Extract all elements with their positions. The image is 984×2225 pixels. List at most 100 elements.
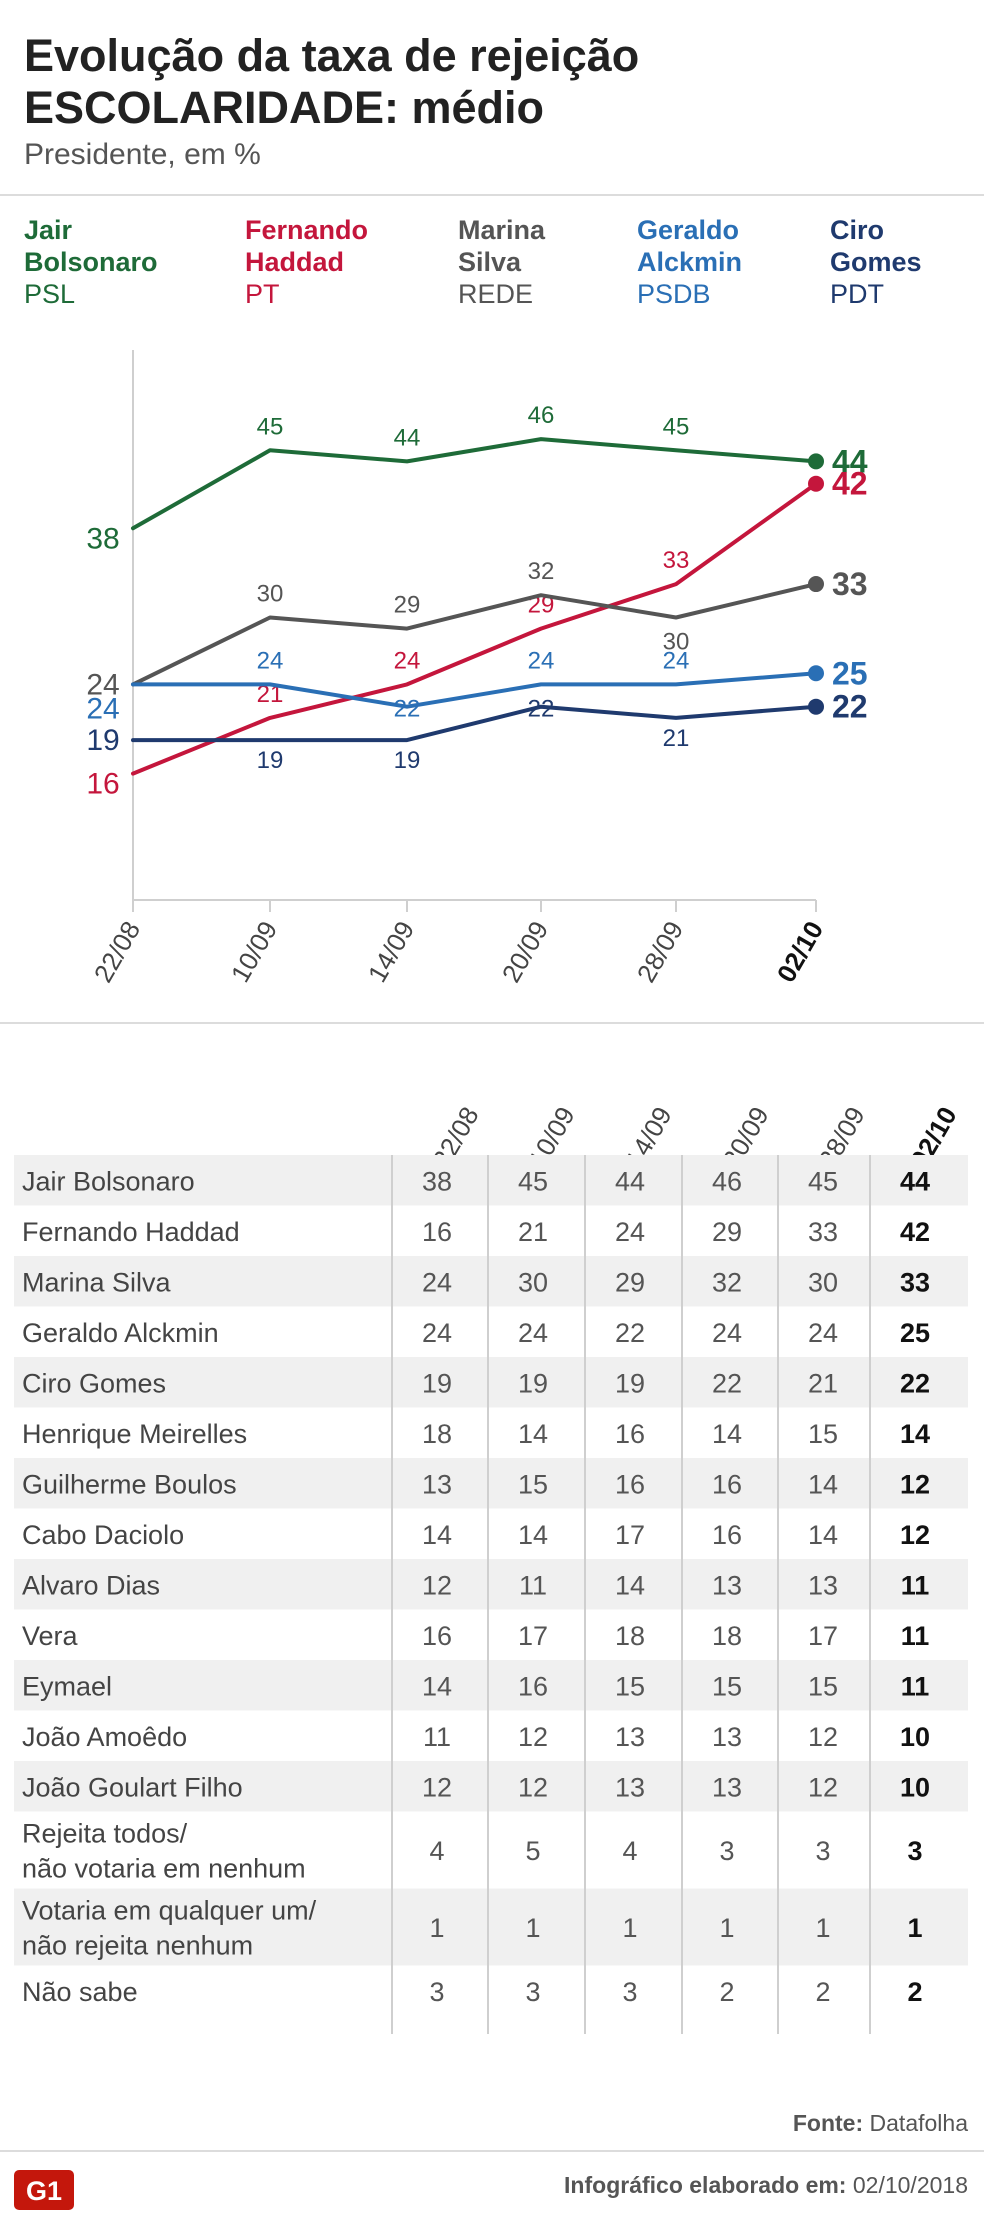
table-cell: 14 <box>900 1419 930 1449</box>
table-cell: 45 <box>808 1166 838 1196</box>
point-value-label: 19 <box>257 747 284 774</box>
table-cell: 3 <box>525 1977 540 2007</box>
table-cell: 17 <box>615 1520 645 1550</box>
table-cell: 32 <box>712 1267 742 1297</box>
credit-note: Infográfico elaborado em: 02/10/2018 <box>564 2172 968 2199</box>
table-cell: 14 <box>615 1570 645 1600</box>
table-cell: 12 <box>422 1772 452 1802</box>
table-row: Alvaro Dias 12 11 14 13 13 11 <box>14 1559 968 1610</box>
row-background <box>14 1660 968 1711</box>
table-row: Henrique Meirelles 18 14 16 14 15 14 <box>22 1419 930 1449</box>
table-row: Votaria em qualquer um/não rejeita nenhu… <box>14 1888 968 1966</box>
end-value-label: 42 <box>832 466 868 502</box>
table-cell: 14 <box>422 1671 452 1701</box>
table-cell: 11 <box>901 1671 930 1701</box>
table-cell: 16 <box>422 1217 452 1247</box>
end-point <box>808 698 824 715</box>
table-cell: 24 <box>518 1318 548 1348</box>
table-cell: 18 <box>422 1419 452 1449</box>
series-line <box>131 704 818 743</box>
x-tick-label: 22/08 <box>88 916 147 987</box>
table-cell: 1 <box>622 1913 637 1943</box>
table-cell: 16 <box>422 1621 452 1651</box>
table-cell: 12 <box>518 1772 548 1802</box>
table-cell: 1 <box>429 1913 444 1943</box>
table-row: Eymael 14 16 15 15 15 11 <box>14 1660 968 1711</box>
point-value-label: 24 <box>528 647 555 674</box>
row-label-line-2: não rejeita nenhum <box>22 1931 253 1961</box>
legend-name-line-2: Alckmin <box>637 247 743 277</box>
x-tick-label: 28/09 <box>631 916 690 987</box>
point-value-label: 44 <box>394 424 421 451</box>
table-cell: 45 <box>518 1166 548 1196</box>
legend-name-line-1: Marina <box>458 215 546 245</box>
legend-party: REDE <box>458 279 534 309</box>
table-cell: 12 <box>900 1520 930 1550</box>
legend-party: PT <box>245 279 280 309</box>
table-cell: 25 <box>900 1318 930 1348</box>
subtitle: Presidente, em % <box>24 138 261 171</box>
table-cell: 18 <box>712 1621 742 1651</box>
point-value-label: 45 <box>663 413 690 440</box>
row-label: Alvaro Dias <box>22 1570 160 1600</box>
point-value-label: 29 <box>394 592 421 619</box>
table-cell: 1 <box>719 1913 734 1943</box>
row-label: Eymael <box>22 1671 112 1701</box>
row-label: Henrique Meirelles <box>22 1419 247 1449</box>
table-cell: 12 <box>518 1722 548 1752</box>
row-label: Ciro Gomes <box>22 1368 166 1398</box>
table-row: Guilherme Boulos 13 15 16 16 14 12 <box>14 1458 968 1509</box>
credit-date: 02/10/2018 <box>852 2172 968 2198</box>
table-cell: 15 <box>615 1671 645 1701</box>
end-point <box>808 475 824 492</box>
legend-name-line-2: Silva <box>458 247 522 277</box>
end-value-label: 44 <box>832 443 868 479</box>
table-cell: 18 <box>615 1621 645 1651</box>
table-cell: 13 <box>712 1722 742 1752</box>
g1-logo-icon: G1 <box>14 2170 74 2210</box>
row-background <box>14 1888 968 1966</box>
table-cell: 14 <box>518 1520 548 1550</box>
point-value-label: 33 <box>663 547 690 574</box>
row-background <box>14 1256 968 1307</box>
table-cell: 3 <box>815 1836 830 1866</box>
table-cell: 44 <box>900 1166 930 1196</box>
title-line-2: ESCOLARIDADE: médio <box>24 82 545 133</box>
table-cell: 11 <box>519 1570 547 1600</box>
point-value-label: 24 <box>394 647 421 674</box>
legend-name-line-1: Geraldo <box>637 215 740 245</box>
row-background <box>14 1155 968 1206</box>
legend-party: PSL <box>24 279 76 309</box>
table-cell: 2 <box>719 1977 734 2007</box>
table-cell: 5 <box>525 1836 540 1866</box>
end-value-label: 33 <box>832 566 868 602</box>
table-cell: 19 <box>422 1368 452 1398</box>
point-value-label: 22 <box>528 696 555 723</box>
table-cell: 17 <box>808 1621 838 1651</box>
table-row: Geraldo Alckmin 24 24 22 24 24 25 <box>22 1318 930 1348</box>
start-value-label: 19 <box>86 724 119 757</box>
table-cell: 24 <box>422 1267 452 1297</box>
table-row: Jair Bolsonaro 38 45 44 46 45 44 <box>14 1155 968 1206</box>
table-cell: 14 <box>712 1419 742 1449</box>
end-value-label: 25 <box>832 655 868 691</box>
point-value-label: 21 <box>663 725 690 752</box>
table-cell: 33 <box>900 1267 930 1297</box>
table-cell: 13 <box>712 1772 742 1802</box>
title-line-1: Evolução da taxa de rejeição <box>24 30 640 81</box>
table-cell: 22 <box>615 1318 645 1348</box>
table-cell: 15 <box>518 1469 548 1499</box>
table-cell: 30 <box>518 1267 548 1297</box>
series-fernando-haddad: 16 21 24 29 33 42 <box>86 466 867 801</box>
table-cell: 33 <box>808 1217 838 1247</box>
table-cell: 10 <box>900 1772 930 1802</box>
table-cell: 16 <box>712 1520 742 1550</box>
series-line <box>131 671 818 709</box>
table-cell: 13 <box>422 1469 452 1499</box>
table-cell: 21 <box>518 1217 548 1247</box>
table-cell: 30 <box>808 1267 838 1297</box>
row-label: Não sabe <box>22 1977 138 2007</box>
legend-name-line-2: Haddad <box>245 247 345 277</box>
table-cell: 11 <box>901 1621 930 1651</box>
